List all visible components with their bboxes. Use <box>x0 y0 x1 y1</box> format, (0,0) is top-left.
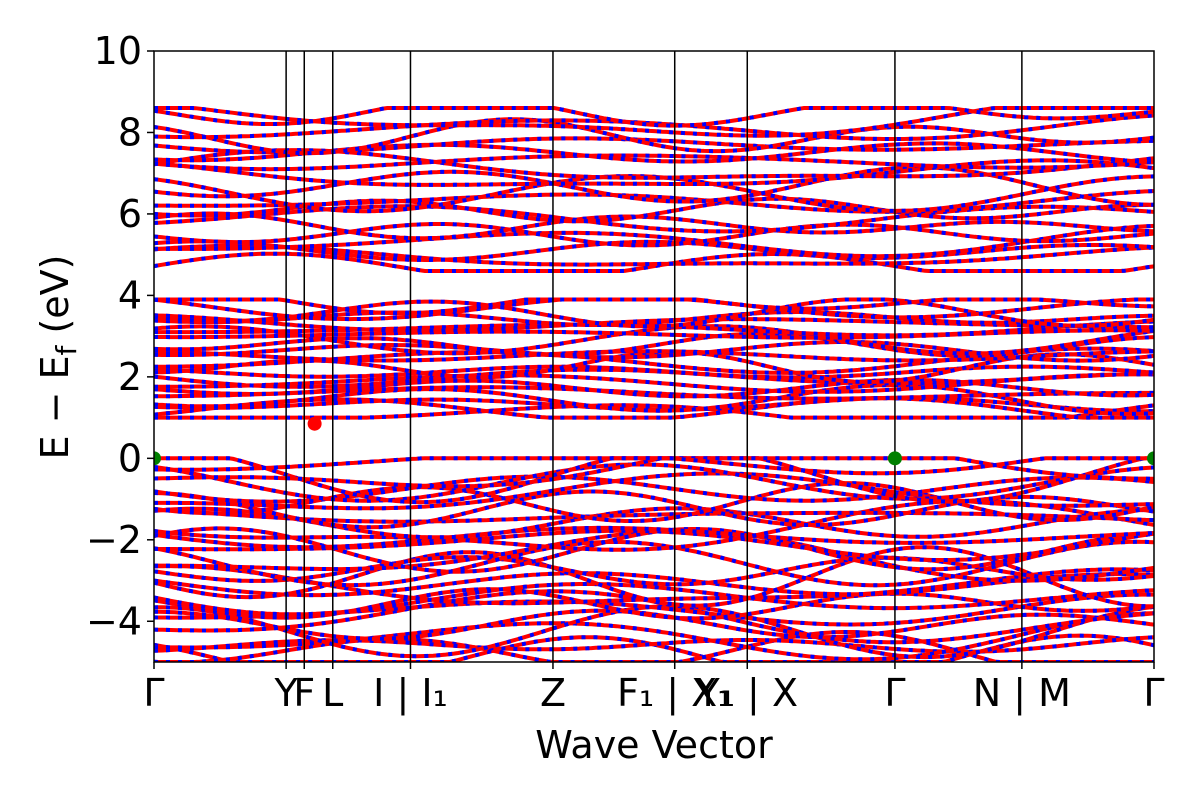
vbm-marker <box>154 451 161 466</box>
band-line-spin-up <box>154 489 1154 530</box>
y-tick-label: −4 <box>86 599 142 643</box>
x-tick-label: F₁ | X₁ <box>617 671 732 716</box>
x-tick-label: Γ <box>884 671 905 715</box>
band-line-spin-down <box>154 403 1154 420</box>
y-tick-label: 8 <box>118 110 142 154</box>
x-axis-label: Wave Vector <box>535 723 773 767</box>
band-lines <box>154 106 1154 662</box>
band-line-spin-down <box>154 222 1154 248</box>
band-line-spin-down <box>154 189 1154 214</box>
y-tick-label: 0 <box>118 436 142 480</box>
band-line-spin-up <box>154 349 1154 384</box>
band-line-spin-up <box>154 456 1154 505</box>
band-line-spin-down <box>154 223 1154 259</box>
band-line-spin-down <box>154 456 1154 476</box>
y-tick-label: 4 <box>118 273 142 317</box>
band-line-spin-down <box>154 310 1154 327</box>
x-tick-label: I | I₁ <box>373 671 448 716</box>
y-tick-label: −2 <box>86 518 142 562</box>
band-line-spin-down <box>154 297 1154 329</box>
band-line-spin-down <box>154 471 1154 511</box>
band-line-spin-up <box>154 462 1154 503</box>
band-line-spin-down <box>154 106 1154 128</box>
x-tick-label: F <box>293 671 315 715</box>
cbm-marker <box>307 416 322 431</box>
band-line-spin-down <box>154 582 1154 617</box>
band-line-spin-up <box>154 506 1154 540</box>
band-line-spin-up <box>154 539 1154 588</box>
band-line-spin-down <box>154 158 1154 187</box>
x-tick-label: Γ <box>143 671 164 715</box>
band-line-spin-down <box>154 377 1154 399</box>
vbm-marker <box>1147 451 1154 466</box>
y-tick-label: 2 <box>118 355 142 399</box>
x-tick-label: Y <box>274 671 299 715</box>
plot-frame <box>153 50 1155 663</box>
band-edge-markers <box>154 416 1154 466</box>
y-tick-label: 6 <box>118 192 142 236</box>
x-tick-label: L <box>322 671 343 715</box>
band-line-spin-up <box>154 604 1154 660</box>
vbm-marker <box>887 451 902 466</box>
band-line-spin-down <box>154 525 1154 550</box>
band-line-spin-down <box>154 349 1154 363</box>
band-line-spin-up <box>154 589 1154 645</box>
high-symmetry-lines <box>285 51 1023 662</box>
x-tick-label: Γ <box>1143 671 1164 715</box>
y-tick-label: 10 <box>94 29 142 73</box>
y-axis-label: E − Ef (eV) <box>33 255 83 460</box>
band-line-spin-down <box>154 507 1154 524</box>
band-line-spin-up <box>154 528 1154 583</box>
band-line-spin-down <box>154 324 1154 356</box>
band-line-spin-up <box>154 117 1154 156</box>
band-line-spin-down <box>154 364 1154 380</box>
y-axis-ticks: −4 −2 0 2 4 6 8 10 <box>86 29 154 643</box>
band-line-spin-down <box>154 243 1154 267</box>
band-line-spin-up <box>154 630 1154 662</box>
band-line-spin-down <box>154 153 1154 172</box>
band-line-spin-down <box>154 239 1154 262</box>
band-line-spin-down <box>154 251 1154 273</box>
x-tick-label: N | M <box>973 671 1071 716</box>
band-line-spin-up <box>154 481 1154 523</box>
x-tick-label: Z <box>540 671 566 715</box>
x-tick-label: Y₁ | X <box>696 671 798 716</box>
band-line-spin-down <box>154 297 1154 316</box>
band-line-spin-up <box>154 545 1154 609</box>
band-line-spin-down <box>154 571 1154 598</box>
band-line-spin-down <box>154 211 1154 241</box>
